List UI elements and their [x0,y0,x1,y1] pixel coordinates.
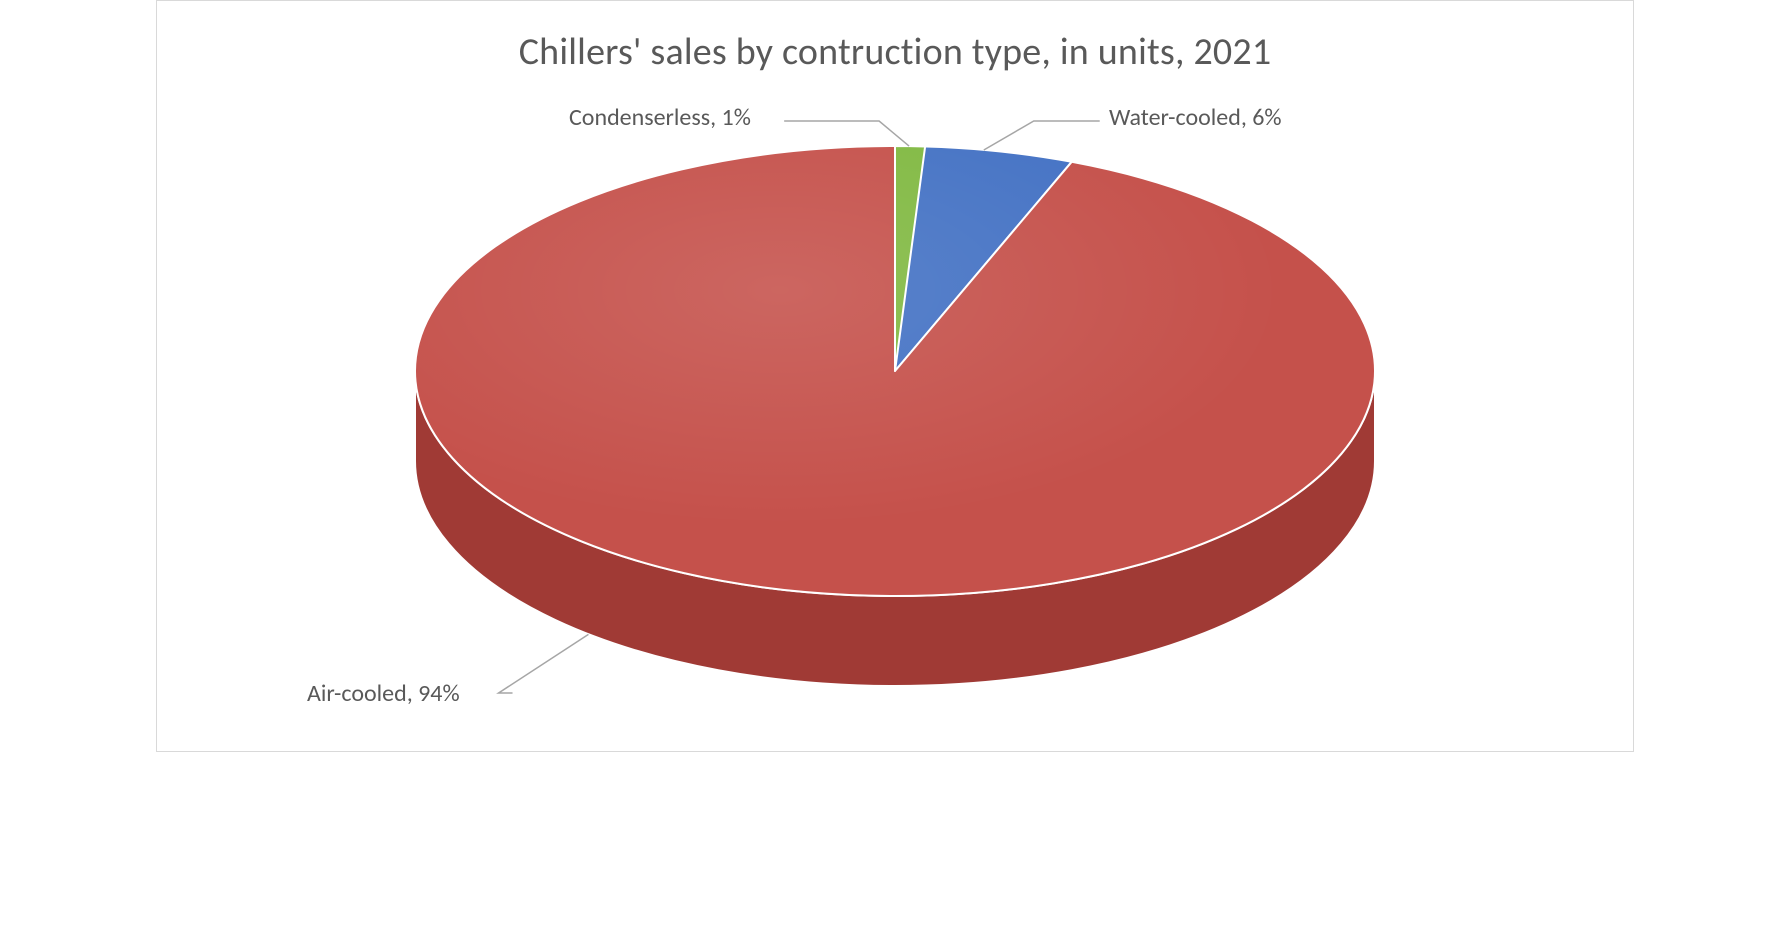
slice-label-condenserless: Condenserless, 1% [569,103,751,132]
slice-label-water-cooled: Water-cooled, 6% [1109,103,1282,132]
chart-container: Chillers' sales by contruction type, in … [156,0,1634,752]
pie-chart [345,81,1445,721]
pie-stage: Water-cooled, 6% Condenserless, 1% Air-c… [177,81,1613,721]
chart-title: Chillers' sales by contruction type, in … [177,29,1613,75]
slice-label-air-cooled: Air-cooled, 94% [307,679,460,708]
